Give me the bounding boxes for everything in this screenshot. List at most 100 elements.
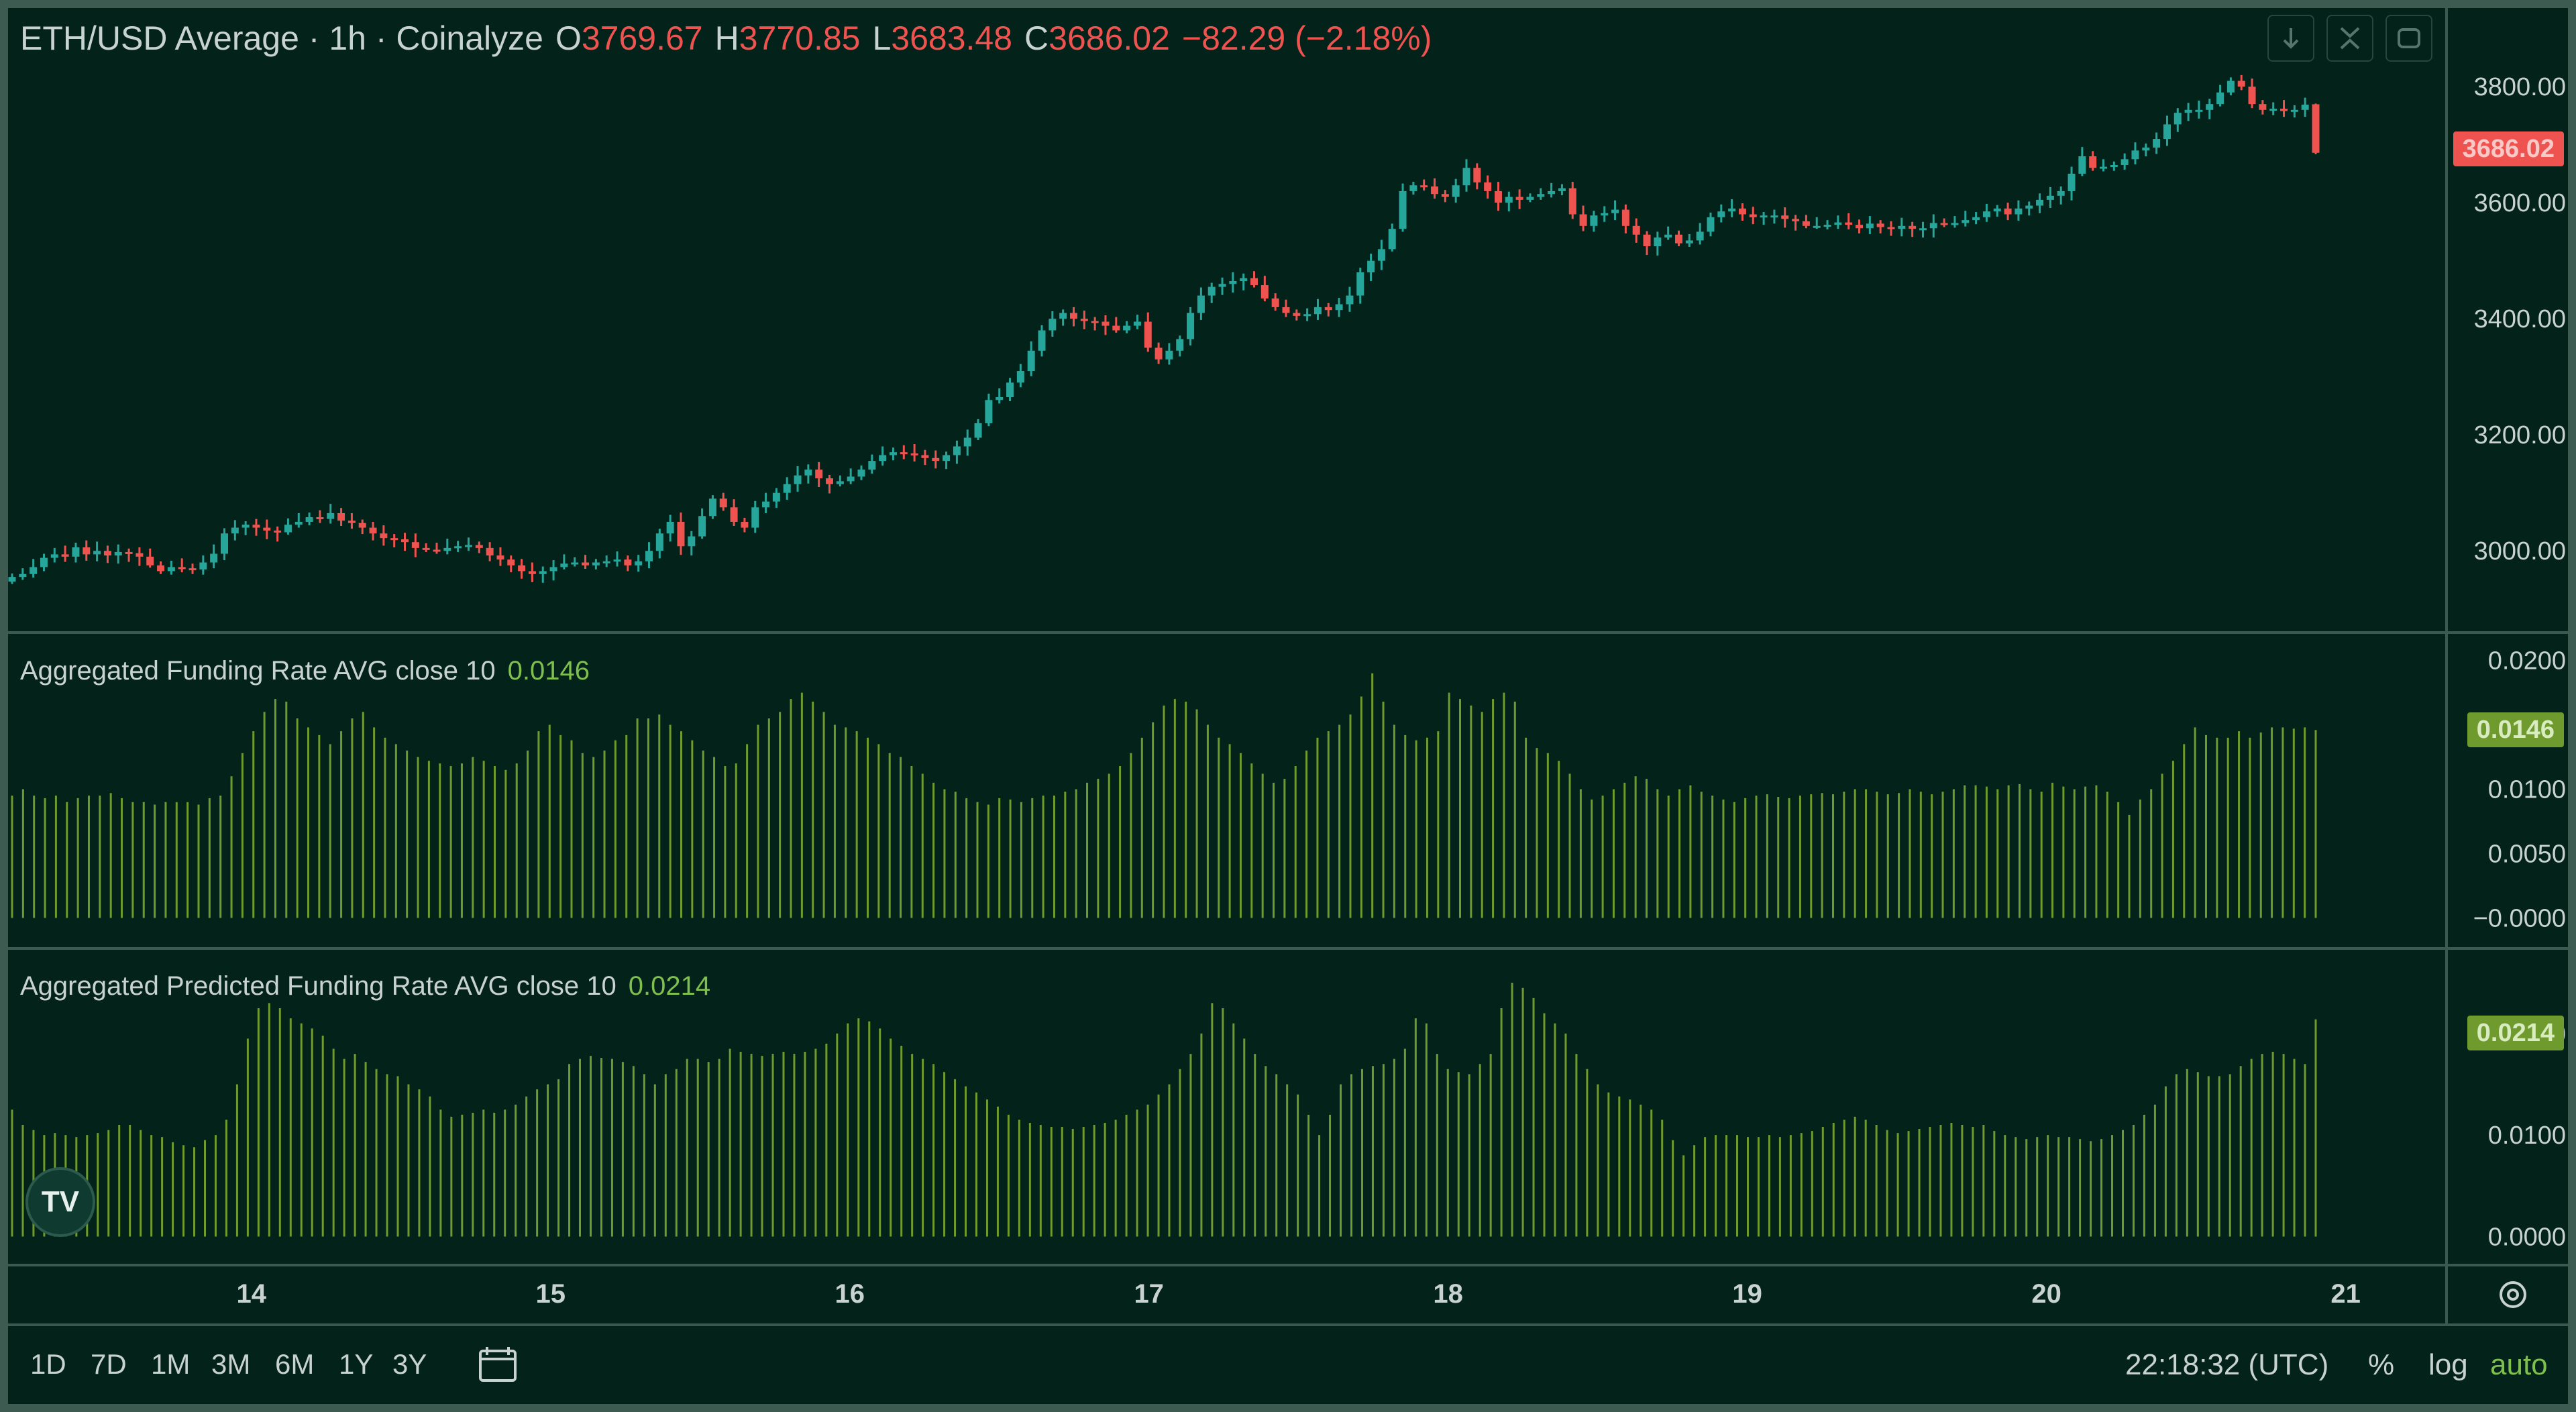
price-tick-label: 3400.00 [2474, 305, 2566, 333]
candle-body [1675, 234, 1683, 243]
download-icon[interactable] [2267, 15, 2314, 62]
range-1d-button[interactable]: 1D [30, 1348, 66, 1380]
candle-body [2046, 195, 2054, 200]
last-price-tag: 3686.02 [2453, 131, 2564, 166]
utc-clock[interactable]: 22:18:32 (UTC) [2125, 1348, 2329, 1381]
candle-body [507, 559, 515, 565]
candle-body [1982, 211, 1990, 217]
candle-body [1420, 185, 1428, 188]
candle-body [1802, 221, 1810, 226]
candle-body [1749, 214, 1757, 217]
candle-body [613, 559, 621, 562]
candle-body [921, 455, 929, 458]
pane-divider[interactable] [8, 947, 2568, 950]
candle-body [1909, 225, 1917, 229]
candle-body [518, 565, 526, 572]
candle-body [146, 556, 154, 565]
candle-body [8, 577, 16, 582]
candle-body [72, 547, 80, 557]
candle-body [347, 521, 356, 523]
tradingview-logo[interactable]: TV [25, 1167, 95, 1237]
candle-body [327, 512, 335, 519]
candle-body [963, 437, 971, 447]
range-7d-button[interactable]: 7D [91, 1348, 127, 1380]
candle-body [1728, 208, 1736, 212]
candle-body [2301, 105, 2309, 110]
candle-body [2259, 104, 2267, 110]
candle-body [231, 527, 239, 534]
candle-body [1568, 188, 1576, 215]
candle-body [1091, 321, 1099, 323]
candle-body [241, 525, 250, 528]
candle-body [847, 476, 855, 482]
candle-body [1770, 215, 1778, 218]
candle-body [1240, 278, 1248, 281]
candle-body [741, 521, 749, 528]
candle-body [974, 423, 982, 438]
candle-body [1972, 217, 1980, 221]
range-6m-button[interactable]: 6M [275, 1348, 315, 1380]
candle-body [655, 533, 663, 551]
candle-body [486, 547, 494, 556]
candle-body [167, 567, 175, 572]
candle-body [794, 475, 802, 484]
candle-body [83, 547, 91, 555]
candle-body [2280, 109, 2288, 111]
candle-body [688, 536, 696, 547]
candle-body [1813, 225, 1821, 228]
candle-body [900, 452, 908, 455]
candle-body [1027, 350, 1035, 372]
candle-body [189, 568, 197, 571]
candle-body [2290, 109, 2298, 112]
candle-body [1887, 227, 1895, 229]
candle-body [380, 533, 388, 539]
auto-toggle[interactable]: auto [2490, 1348, 2548, 1381]
date-range-icon[interactable] [476, 1344, 521, 1384]
candle-body [1123, 325, 1131, 331]
collapse-icon[interactable] [2326, 15, 2373, 62]
candle-body [337, 512, 345, 521]
refresh-icon[interactable] [2385, 15, 2432, 62]
funding-tick-label: 0.0050 [2488, 840, 2566, 868]
candle-body [1993, 208, 2001, 212]
candle-body [1707, 217, 1715, 232]
candle-body [2184, 109, 2192, 113]
price-axis-divider [2445, 8, 2448, 1324]
predicted-tick-label: 0.0100 [2488, 1122, 2566, 1150]
close-value: 3686.02 [1049, 19, 1170, 57]
low-value: 3683.48 [891, 19, 1013, 57]
candle-body [1006, 382, 1014, 397]
candle-body [157, 565, 165, 572]
log-toggle[interactable]: log [2428, 1348, 2468, 1381]
candle-body [475, 545, 483, 548]
open-value: 3769.67 [581, 19, 703, 57]
candle-body [1664, 234, 1672, 238]
candle-body [1293, 313, 1301, 316]
range-1m-button[interactable]: 1M [151, 1348, 191, 1380]
price-tick-label: 3600.00 [2474, 189, 2566, 217]
candle-body [1558, 188, 1566, 191]
candle-body [1515, 197, 1523, 200]
candle-body [1738, 208, 1746, 215]
candle-body [305, 517, 313, 522]
candle-body [2195, 109, 2203, 112]
time-tick-label: 14 [237, 1279, 267, 1309]
candle-body [857, 470, 865, 477]
candle-body [2068, 173, 2076, 191]
candle-body [2015, 208, 2023, 215]
candle-body [2121, 159, 2129, 165]
percent-toggle[interactable]: % [2368, 1348, 2395, 1381]
candle-body [772, 492, 780, 502]
settings-gear-icon[interactable] [2493, 1274, 2533, 1315]
candle-body [953, 446, 961, 455]
candle-body [2216, 92, 2224, 105]
candle-body [996, 396, 1004, 400]
time-tick-label: 19 [1732, 1279, 1762, 1309]
candle-body [2226, 80, 2235, 93]
range-3m-button[interactable]: 3M [211, 1348, 251, 1380]
range-3y-button[interactable]: 3Y [392, 1348, 427, 1380]
candle-body [1197, 295, 1205, 313]
range-1y-button[interactable]: 1Y [339, 1348, 374, 1380]
pane-divider[interactable] [8, 631, 2568, 634]
